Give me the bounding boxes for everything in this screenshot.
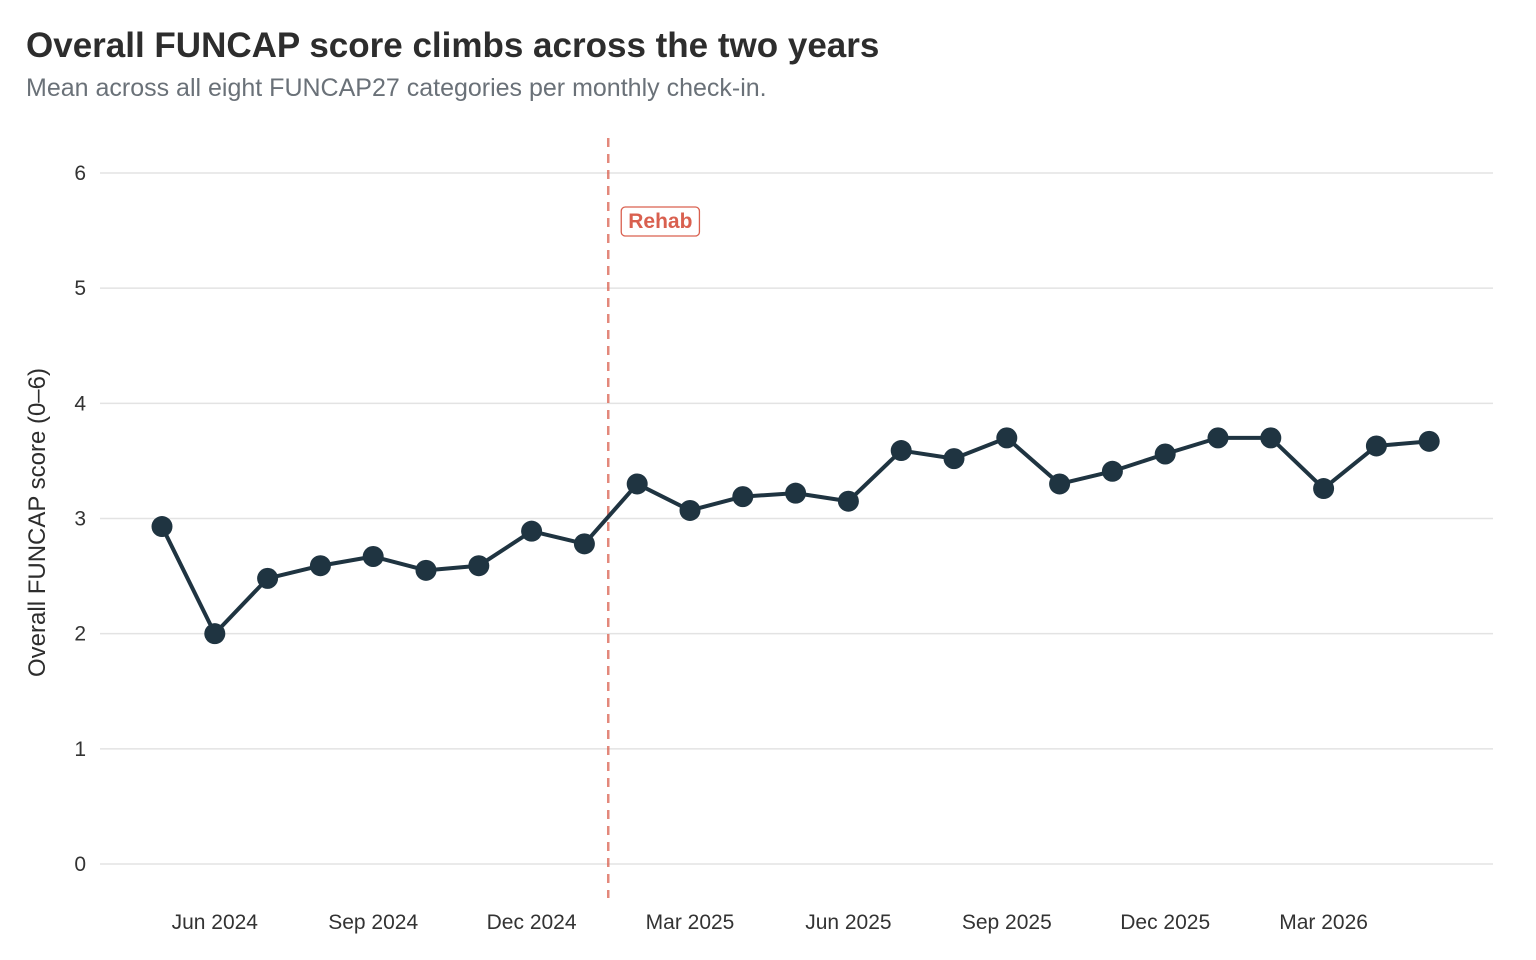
y-tick-label: 2 xyxy=(74,623,86,646)
data-point xyxy=(1049,473,1071,495)
data-point xyxy=(309,555,331,577)
x-tick-label: Jun 2025 xyxy=(805,911,891,934)
data-point xyxy=(573,533,595,555)
data-point xyxy=(1154,443,1176,465)
data-point xyxy=(468,555,490,577)
data-point xyxy=(415,559,437,581)
y-tick-label: 3 xyxy=(74,508,86,531)
y-tick-label: 1 xyxy=(74,738,86,761)
x-tick-label: Dec 2025 xyxy=(1120,911,1210,934)
data-point xyxy=(943,448,965,470)
chart-subtitle: Mean across all eight FUNCAP27 categorie… xyxy=(26,74,767,102)
data-point xyxy=(1101,460,1123,482)
data-point xyxy=(890,440,912,462)
x-tick-label: Sep 2024 xyxy=(328,911,418,934)
data-point xyxy=(1313,478,1335,500)
data-point xyxy=(362,546,384,568)
y-axis-title: Overall FUNCAP score (0–6) xyxy=(24,368,51,677)
annotations: Rehab xyxy=(606,138,701,898)
data-point xyxy=(1365,435,1387,457)
y-tick-label: 5 xyxy=(74,277,86,300)
x-tick-label: Mar 2025 xyxy=(646,911,735,934)
data-point xyxy=(204,623,226,645)
y-axis-ticks: 0 1 2 3 4 5 6 xyxy=(74,162,86,876)
series xyxy=(151,427,1440,645)
rehab-label-box xyxy=(620,206,701,237)
data-point xyxy=(1418,430,1440,452)
data-point xyxy=(521,520,543,542)
data-point xyxy=(732,486,754,508)
data-point xyxy=(1207,427,1229,449)
rehab-label: Rehab xyxy=(628,210,692,233)
data-point xyxy=(837,490,859,512)
y-tick-label: 6 xyxy=(74,162,86,185)
data-point xyxy=(679,499,701,521)
y-tick-label: 0 xyxy=(74,853,86,876)
chart-title: Overall FUNCAP score climbs across the t… xyxy=(26,26,880,65)
data-point xyxy=(785,482,807,504)
y-tick-label: 4 xyxy=(74,392,86,415)
x-axis-ticks: Jun 2024 Sep 2024 Dec 2024 Mar 2025 Jun 2025… xyxy=(172,911,1368,934)
x-tick-label: Jun 2024 xyxy=(172,911,259,934)
data-point xyxy=(626,473,648,495)
data-point xyxy=(996,427,1018,449)
data-point xyxy=(257,567,279,589)
gridlines xyxy=(100,172,1493,865)
x-tick-label: Sep 2025 xyxy=(962,911,1052,934)
series-line xyxy=(160,435,1432,636)
x-tick-label: Mar 2026 xyxy=(1279,911,1368,934)
data-point xyxy=(1260,427,1282,449)
x-tick-label: Dec 2024 xyxy=(487,911,577,934)
data-point xyxy=(151,516,173,538)
